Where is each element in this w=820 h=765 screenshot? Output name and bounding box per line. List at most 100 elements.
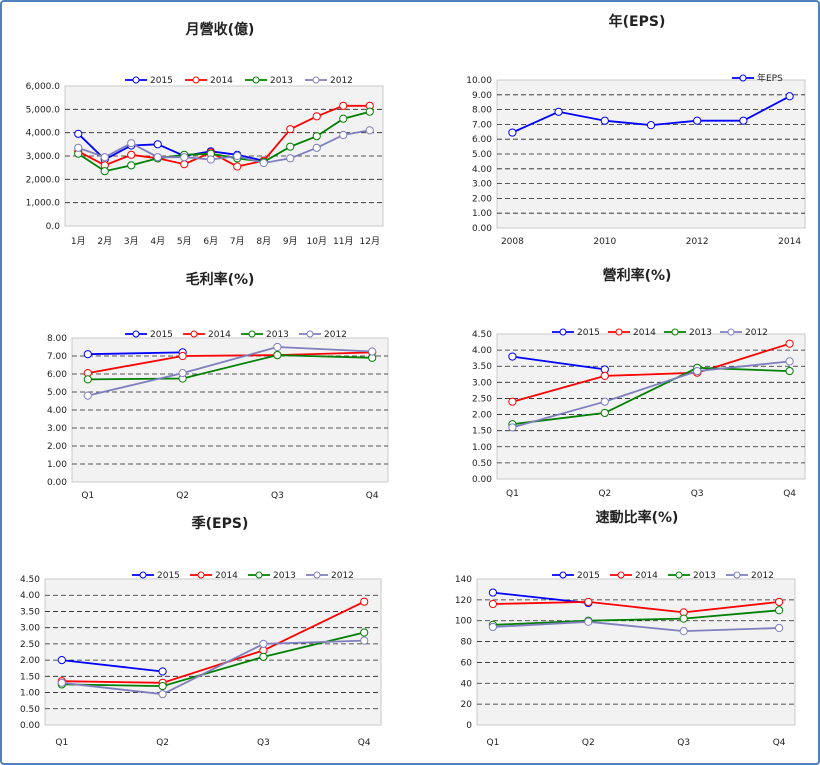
data-point-2012 <box>488 622 498 632</box>
data-point-2012 <box>74 143 83 152</box>
y-tick-label: 100 <box>455 617 472 627</box>
x-tick-label: Q4 <box>783 489 796 499</box>
legend-label: 2013 <box>693 571 716 581</box>
legend-label: 2014 <box>215 571 238 581</box>
x-tick-label: 6月 <box>203 236 218 247</box>
y-tick-label: 1,000.0 <box>26 199 61 209</box>
legend-marker <box>739 74 747 82</box>
data-point-2013 <box>365 107 374 116</box>
legend-marker <box>192 76 200 84</box>
y-tick-label: 40 <box>461 679 473 689</box>
y-tick-label: 0.00 <box>472 475 492 485</box>
legend-label: 2012 <box>324 330 347 340</box>
x-tick-label: Q2 <box>598 489 611 499</box>
data-point-2012 <box>153 153 162 162</box>
legend-label: 2014 <box>208 330 231 340</box>
x-tick-label: Q4 <box>366 491 379 500</box>
y-tick-label: 3.50 <box>472 362 492 372</box>
data-point-2012 <box>83 391 92 400</box>
x-tick-label: Q4 <box>773 738 786 748</box>
data-point-2015 <box>158 667 167 676</box>
legend-item-2014: 2014 <box>185 76 233 86</box>
y-tick-label: 0 <box>466 721 472 731</box>
y-tick-label: 2.00 <box>20 656 40 666</box>
series-line-2013 <box>77 110 371 173</box>
legend-label: 2015 <box>577 571 600 581</box>
y-tick-label: 4.00 <box>472 346 492 356</box>
legend-item-2013: 2013 <box>248 571 296 581</box>
y-tick-label: 3,000.0 <box>26 152 61 162</box>
x-tick-label: 1月 <box>71 236 86 247</box>
y-tick-label: 7.00 <box>47 352 67 362</box>
legend-label: 2014 <box>210 76 233 86</box>
x-tick-label: Q2 <box>176 491 189 500</box>
data-point-2014 <box>127 150 136 159</box>
legend-marker <box>139 571 147 579</box>
data-point-2012 <box>368 347 377 356</box>
quick-ratio-chart-svg: 速動比率(%) 0 20 40 60 80 100 120 140 Q1 Q2 Q3 Q4 2015 201… <box>455 509 796 748</box>
data-point-2013 <box>127 161 136 170</box>
x-tick-label: 2014 <box>778 237 801 247</box>
monthly-revenue-chart-svg: 月營收(億) 0.0 1,000.0 2,000.0 3,000.0 4,000.0 5,0… <box>26 21 384 247</box>
x-tick-label: 3月 <box>124 236 139 247</box>
y-tick-label: 2.50 <box>20 640 40 650</box>
legend-item-2012: 2012 <box>720 328 768 338</box>
series-line-2014 <box>77 104 370 168</box>
y-tick-label: 4.00 <box>20 591 40 601</box>
data-point-2012 <box>508 423 517 432</box>
data-point-2012 <box>158 690 167 699</box>
legend-item-2014: 2014 <box>610 571 658 581</box>
data-point-2013 <box>83 375 92 384</box>
legend-marker <box>252 76 260 84</box>
x-tick-label: 7月 <box>230 236 245 247</box>
x-tick-label: 12月 <box>360 236 380 247</box>
y-tick-label: 0.50 <box>472 459 492 469</box>
data-point-2012 <box>178 369 187 378</box>
x-tick-label: 5月 <box>177 236 192 247</box>
data-point-2012 <box>259 158 268 168</box>
y-tick-label: 5.00 <box>47 388 67 398</box>
x-tick-label: Q1 <box>506 489 519 499</box>
y-tick-label: 2.50 <box>472 394 492 404</box>
data-point-2012 <box>365 126 374 135</box>
plot-area <box>476 578 796 726</box>
legend-marker <box>559 328 567 336</box>
data-point-2013 <box>312 132 321 141</box>
data-point-2014 <box>286 125 295 134</box>
data-point-2012 <box>785 357 794 366</box>
legend-marker <box>255 571 263 579</box>
data-point-年EPS <box>646 121 656 130</box>
x-tick-label: 11月 <box>333 236 353 247</box>
series-line-2012 <box>61 639 365 696</box>
data-point-2013 <box>775 606 784 615</box>
y-tick-label: 2.00 <box>47 442 67 452</box>
legend-marker <box>248 330 256 338</box>
legend-item-2013: 2013 <box>664 328 712 338</box>
y-tick-label: 1.00 <box>47 460 67 470</box>
data-point-2015 <box>488 588 498 597</box>
data-point-2014 <box>785 339 794 348</box>
y-tick-label: 4.00 <box>472 165 492 175</box>
y-tick-label: 80 <box>461 638 473 648</box>
y-tick-label: 6.00 <box>472 135 492 145</box>
legend-label: 2015 <box>150 76 173 86</box>
data-point-2013 <box>600 408 609 418</box>
legend-item-2015: 2015 <box>125 330 173 340</box>
legend-label: 2015 <box>150 330 173 340</box>
legend-label: 2012 <box>331 571 354 581</box>
data-point-2013 <box>785 366 794 376</box>
y-tick-label: 3.00 <box>472 378 492 388</box>
data-point-2014 <box>488 599 498 609</box>
data-point-2013 <box>679 614 688 623</box>
data-point-2014 <box>600 371 609 380</box>
data-point-年EPS <box>739 116 748 125</box>
gross-margin-chart: 毛利率(%) 0.00 1.00 2.00 3.00 4.00 5.00 6.00 7.00 8.… <box>10 264 410 500</box>
series-line-2014 <box>512 342 790 403</box>
data-point-2013 <box>259 652 268 661</box>
series-line-2015 <box>512 355 605 371</box>
data-point-2012 <box>600 397 609 406</box>
data-point-2012 <box>57 678 66 687</box>
x-tick-label: Q1 <box>55 738 68 748</box>
x-tick-label: 9月 <box>283 236 298 247</box>
operating-margin-chart-svg: 營利率(%) 0.00 0.50 1.00 1.50 2.00 2.50 3.00 3.50 4.… <box>472 267 806 499</box>
